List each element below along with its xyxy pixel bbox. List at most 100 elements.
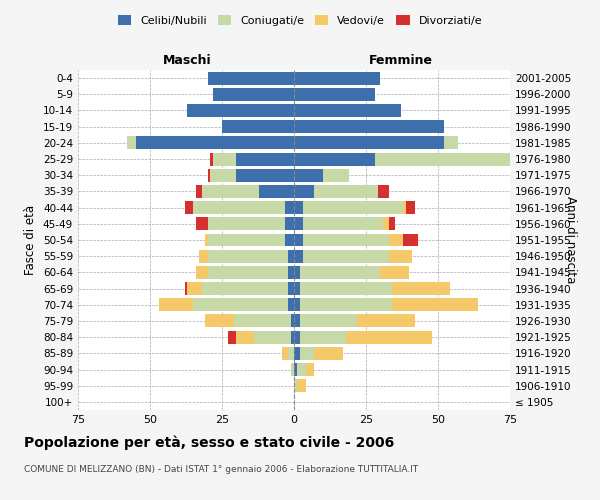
Bar	[286, 201, 294, 214]
Bar	[294, 152, 374, 166]
Bar	[300, 266, 380, 279]
Bar	[196, 218, 208, 230]
Bar	[211, 169, 236, 181]
Bar	[300, 298, 392, 311]
Bar	[305, 363, 314, 376]
Bar	[236, 330, 254, 344]
Bar	[294, 136, 444, 149]
Bar	[208, 169, 211, 181]
Text: Popolazione per età, sesso e stato civile - 2006: Popolazione per età, sesso e stato civil…	[24, 435, 394, 450]
Bar	[193, 298, 288, 311]
Bar	[300, 330, 346, 344]
Bar	[233, 314, 291, 328]
Bar	[214, 152, 236, 166]
Text: Maschi: Maschi	[163, 54, 212, 67]
Bar	[291, 330, 294, 344]
Bar	[300, 347, 314, 360]
Bar	[236, 152, 294, 166]
Bar	[193, 201, 286, 214]
Bar	[291, 314, 294, 328]
Bar	[158, 298, 193, 311]
Bar	[196, 266, 208, 279]
Bar	[294, 282, 300, 295]
Bar	[288, 347, 294, 360]
Bar	[283, 347, 288, 360]
Bar	[302, 250, 389, 262]
Bar	[202, 282, 288, 295]
Bar	[389, 218, 395, 230]
Bar	[294, 88, 374, 101]
Bar	[300, 314, 358, 328]
Bar	[406, 201, 415, 214]
Bar	[202, 185, 259, 198]
Bar	[294, 363, 297, 376]
Bar	[294, 250, 302, 262]
Bar	[314, 347, 343, 360]
Bar	[358, 314, 415, 328]
Bar	[392, 282, 449, 295]
Bar	[302, 201, 403, 214]
Bar	[254, 330, 291, 344]
Bar	[294, 218, 302, 230]
Bar	[294, 298, 300, 311]
Bar	[187, 104, 294, 117]
Bar	[392, 298, 478, 311]
Bar	[187, 282, 202, 295]
Bar	[288, 282, 294, 295]
Bar	[205, 314, 233, 328]
Bar	[288, 250, 294, 262]
Bar	[208, 234, 286, 246]
Bar	[214, 88, 294, 101]
Bar	[383, 218, 389, 230]
Bar	[323, 169, 349, 181]
Bar	[228, 330, 236, 344]
Bar	[222, 120, 294, 133]
Y-axis label: Anni di nascita: Anni di nascita	[564, 196, 577, 284]
Bar	[211, 152, 214, 166]
Bar	[302, 234, 389, 246]
Bar	[294, 201, 302, 214]
Bar	[286, 234, 294, 246]
Bar	[403, 234, 418, 246]
Bar	[208, 266, 288, 279]
Bar	[294, 169, 323, 181]
Bar	[136, 136, 294, 149]
Bar	[389, 250, 412, 262]
Bar	[377, 185, 389, 198]
Bar	[205, 234, 208, 246]
Bar	[199, 250, 208, 262]
Bar	[300, 282, 392, 295]
Bar	[259, 185, 294, 198]
Bar	[294, 347, 300, 360]
Bar	[185, 282, 187, 295]
Bar	[185, 201, 193, 214]
Bar	[127, 136, 136, 149]
Bar	[294, 185, 314, 198]
Legend: Celibi/Nubili, Coniugati/e, Vedovi/e, Divorziati/e: Celibi/Nubili, Coniugati/e, Vedovi/e, Di…	[113, 10, 487, 30]
Bar	[286, 218, 294, 230]
Bar	[294, 72, 380, 85]
Bar	[208, 250, 288, 262]
Bar	[294, 314, 300, 328]
Bar	[236, 169, 294, 181]
Bar	[294, 330, 300, 344]
Bar	[346, 330, 432, 344]
Bar	[297, 379, 305, 392]
Bar	[302, 218, 383, 230]
Bar	[291, 363, 294, 376]
Bar	[389, 234, 403, 246]
Text: Femmine: Femmine	[368, 54, 433, 67]
Bar	[294, 379, 297, 392]
Bar	[208, 72, 294, 85]
Bar	[297, 363, 305, 376]
Bar	[294, 266, 300, 279]
Bar	[444, 136, 458, 149]
Bar	[196, 185, 202, 198]
Bar	[208, 218, 286, 230]
Bar	[314, 185, 377, 198]
Bar	[294, 234, 302, 246]
Bar	[380, 266, 409, 279]
Bar	[294, 104, 401, 117]
Text: COMUNE DI MELIZZANO (BN) - Dati ISTAT 1° gennaio 2006 - Elaborazione TUTTITALIA.: COMUNE DI MELIZZANO (BN) - Dati ISTAT 1°…	[24, 465, 418, 474]
Bar	[374, 152, 510, 166]
